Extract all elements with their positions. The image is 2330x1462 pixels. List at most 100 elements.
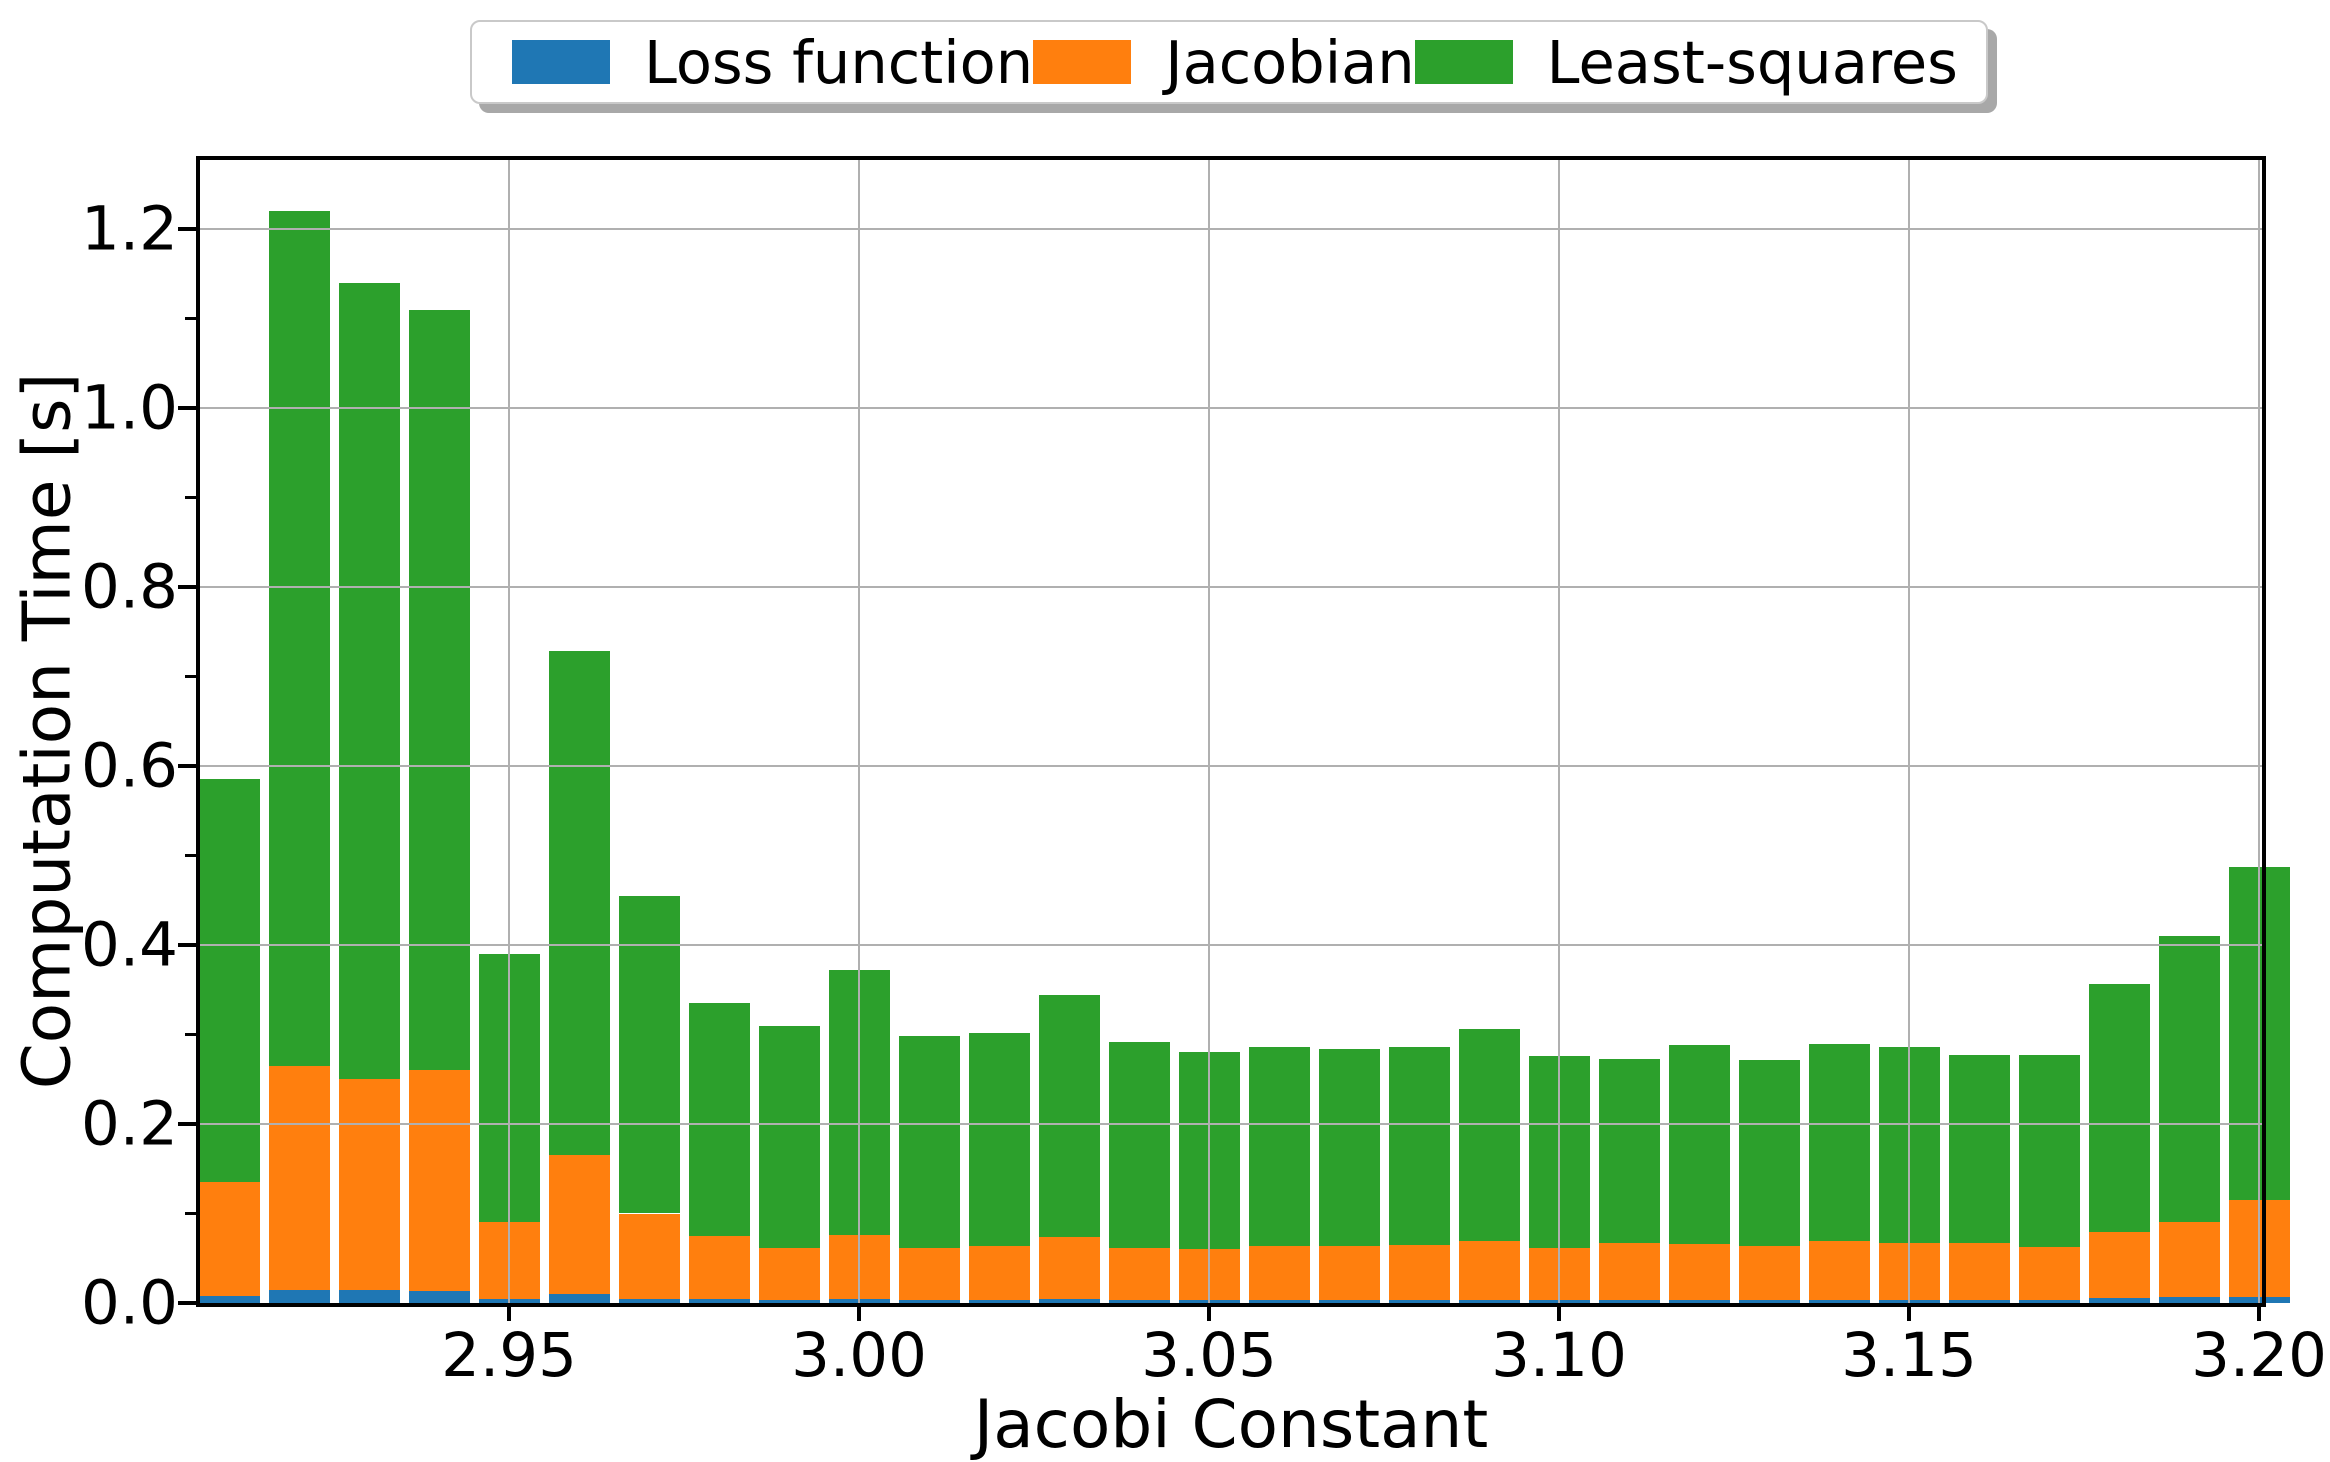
legend: Loss function Jacobian Least-squares <box>470 20 1988 104</box>
bar-segment-least-squares-x2.99 <box>758 1025 820 1248</box>
bar-segment-loss-function-x3.16 <box>1948 1300 2010 1303</box>
bar-segment-jacobian-x2.97 <box>618 1213 680 1299</box>
x-tick-3.20 <box>2257 1303 2261 1321</box>
bar-segment-jacobian-x2.92 <box>268 1065 330 1290</box>
v-gridline-3.00 <box>858 160 860 1303</box>
bar-segment-loss-function-x3.06 <box>1248 1300 1310 1303</box>
y-tick-label-0.8: 0.8 <box>80 551 178 623</box>
y-minor-tick-1.1 <box>185 317 196 320</box>
x-tick-3.10 <box>1557 1303 1561 1321</box>
bar-segment-loss-function-x3.03 <box>1038 1298 1100 1303</box>
bar-segment-least-squares-x2.91 <box>198 779 260 1183</box>
bar-segment-least-squares-x2.92 <box>268 211 330 1066</box>
bar-segment-loss-function-x2.98 <box>688 1298 750 1303</box>
v-gridline-3.20 <box>2258 160 2260 1303</box>
y-tick-0.2 <box>178 1122 196 1126</box>
bar-segment-jacobian-x3.03 <box>1038 1236 1100 1299</box>
grid-layer <box>200 160 2262 1303</box>
bar-segment-loss-function-x2.97 <box>618 1298 680 1303</box>
bar-segment-least-squares-x3.08 <box>1388 1047 1450 1245</box>
h-gridline-0.2 <box>200 1123 2262 1125</box>
y-axis-line <box>196 156 200 1307</box>
bar-segment-loss-function-x2.99 <box>758 1300 820 1303</box>
y-tick-label-0.6: 0.6 <box>80 730 178 802</box>
bar-segment-loss-function-x3.14 <box>1808 1300 1870 1303</box>
y-tick-1.0 <box>178 406 196 410</box>
v-gridline-3.10 <box>1558 160 1560 1303</box>
bar-segment-loss-function-x2.96 <box>548 1294 610 1303</box>
plot-area <box>196 156 2290 1307</box>
bar-segment-loss-function-x3.07 <box>1318 1300 1380 1303</box>
legend-item-jacobian: Jacobian <box>1033 27 1415 97</box>
legend-label: Jacobian <box>1165 27 1415 97</box>
y-minor-tick-0.1 <box>185 1212 196 1215</box>
bar-segment-jacobian-x3.11 <box>1598 1243 1660 1301</box>
bar-segment-jacobian-x2.99 <box>758 1247 820 1301</box>
bar-segment-jacobian-x3.09 <box>1458 1241 1520 1301</box>
x-axis-line <box>196 1303 2266 1307</box>
bar-segment-least-squares-x3.13 <box>1738 1060 1800 1246</box>
bar-segment-jacobian-x3.19 <box>2158 1222 2220 1297</box>
y-minor-tick-0.9 <box>185 496 196 499</box>
bar-segment-jacobian-x3.01 <box>898 1247 960 1301</box>
h-gridline-1.0 <box>200 407 2262 409</box>
y-tick-label-0.0: 0.0 <box>80 1267 178 1339</box>
bar-segment-least-squares-x2.96 <box>548 651 610 1156</box>
bar-segment-jacobian-x3.18 <box>2088 1232 2150 1298</box>
y-tick-0.4 <box>178 943 196 947</box>
bar-segment-jacobian-x3.16 <box>1948 1243 2010 1301</box>
bar-segment-least-squares-x3.06 <box>1248 1047 1310 1246</box>
bar-segment-jacobian-x3.08 <box>1388 1244 1450 1301</box>
bar-segment-loss-function-x3.18 <box>2088 1297 2150 1303</box>
bar-segment-least-squares-x3.17 <box>2018 1055 2080 1247</box>
y-tick-label-1.0: 1.0 <box>80 372 178 444</box>
bar-segment-loss-function-x3.19 <box>2158 1296 2220 1303</box>
x-tick-label-3.20: 3.20 <box>2191 1320 2327 1391</box>
bar-segment-loss-function-x2.93 <box>338 1289 400 1303</box>
loss-function-swatch-icon <box>512 40 610 84</box>
spine-right <box>2262 156 2266 1307</box>
bar-segment-least-squares-x2.94 <box>408 309 470 1071</box>
bar-segment-least-squares-x2.93 <box>338 282 400 1080</box>
y-minor-tick-0.3 <box>185 1033 196 1036</box>
legend-label: Loss function <box>644 27 1034 97</box>
bar-segment-jacobian-x3.17 <box>2018 1246 2080 1301</box>
bar-segment-jacobian-x3.12 <box>1668 1243 1730 1301</box>
bar-segment-loss-function-x2.91 <box>198 1295 260 1303</box>
bar-segment-jacobian-x2.93 <box>338 1079 400 1290</box>
bar-segment-loss-function-x3.08 <box>1388 1300 1450 1303</box>
x-tick-label-2.95: 2.95 <box>441 1320 577 1391</box>
bar-segment-least-squares-x3.18 <box>2088 984 2150 1233</box>
y-tick-1.2 <box>178 227 196 231</box>
y-tick-0.8 <box>178 585 196 589</box>
bar-segment-least-squares-x3.12 <box>1668 1045 1730 1244</box>
bar-segment-least-squares-x2.98 <box>688 1003 750 1236</box>
v-gridline-2.95 <box>508 160 510 1303</box>
bar-segment-least-squares-x3.14 <box>1808 1044 1870 1242</box>
h-gridline-0.8 <box>200 586 2262 588</box>
bar-segment-loss-function-x3.04 <box>1108 1300 1170 1303</box>
h-gridline-1.2 <box>200 228 2262 230</box>
v-gridline-3.05 <box>1208 160 1210 1303</box>
bar-segment-loss-function-x3.01 <box>898 1300 960 1303</box>
v-gridline-3.15 <box>1908 160 1910 1303</box>
x-tick-label-3.15: 3.15 <box>1841 1320 1977 1391</box>
bar-segment-jacobian-x2.96 <box>548 1155 610 1295</box>
bar-segment-jacobian-x2.98 <box>688 1235 750 1299</box>
y-tick-0.6 <box>178 764 196 768</box>
bar-segment-least-squares-x3.01 <box>898 1036 960 1248</box>
y-tick-label-0.2: 0.2 <box>80 1088 178 1160</box>
legend-item-loss-function: Loss function <box>512 28 1033 97</box>
x-tick-3.00 <box>857 1303 861 1321</box>
bar-segment-loss-function-x3.11 <box>1598 1300 1660 1303</box>
bar-segment-loss-function-x3.13 <box>1738 1300 1800 1303</box>
bar-segment-least-squares-x3.09 <box>1458 1029 1520 1242</box>
least-squares-swatch-icon <box>1414 40 1513 84</box>
bar-segment-loss-function-x3.02 <box>968 1300 1030 1303</box>
bar-segment-least-squares-x3.02 <box>968 1032 1030 1246</box>
bar-segment-least-squares-x3.03 <box>1038 995 1100 1237</box>
x-tick-2.95 <box>507 1303 511 1321</box>
bar-segment-jacobian-x3.04 <box>1108 1248 1170 1301</box>
bar-segment-jacobian-x3.06 <box>1248 1245 1310 1301</box>
